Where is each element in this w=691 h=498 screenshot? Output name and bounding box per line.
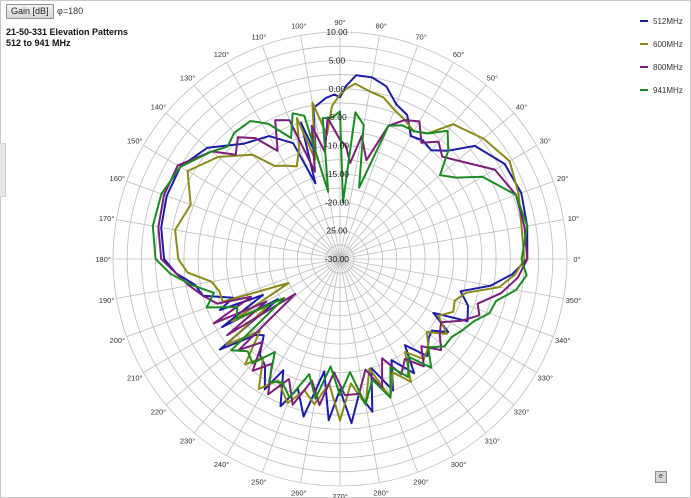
angle-tick-label: 150° — [127, 137, 143, 146]
angle-tick-label: 350° — [566, 296, 582, 305]
legend-item: 800MHz — [638, 62, 690, 85]
angle-tick-label: 320° — [514, 407, 530, 416]
angle-tick-label: 290° — [413, 478, 429, 487]
grid-spoke — [116, 258, 341, 299]
grid-spoke — [339, 258, 419, 473]
angle-tick-label: 60° — [453, 50, 464, 59]
grid-spoke — [339, 258, 454, 456]
grid-spoke — [300, 258, 341, 483]
radial-tick-label: 5.00 — [329, 55, 346, 65]
angle-tick-label: 270° — [332, 492, 348, 498]
grid-spoke — [226, 258, 341, 456]
radial-tick-label: 25.00 — [326, 226, 348, 236]
angle-tick-label: 240° — [214, 460, 230, 469]
angle-tick-label: 330° — [537, 374, 553, 383]
legend-label: 512MHz — [653, 17, 683, 26]
angle-tick-label: 200° — [110, 336, 126, 345]
angle-tick-label: 80° — [375, 22, 386, 31]
angle-tick-label: 140° — [151, 103, 167, 112]
radial-tick-label: -30.00 — [325, 254, 349, 264]
grid-spoke — [143, 145, 341, 260]
legend-swatch — [640, 89, 648, 91]
angle-tick-label: 0° — [573, 255, 580, 264]
legend: 512MHz 600MHz 800MHz 941MHz — [638, 16, 690, 108]
angle-tick-label: 10° — [568, 214, 579, 223]
angle-tick-label: 210° — [127, 374, 143, 383]
legend-item: 941MHz — [638, 85, 690, 108]
angle-tick-label: 30° — [540, 137, 551, 146]
grid-spoke — [339, 112, 515, 260]
radial-tick-label: 0.00 — [329, 84, 346, 94]
angle-tick-label: 170° — [99, 214, 115, 223]
grid-spoke — [300, 35, 341, 260]
angle-tick-label: 100° — [291, 22, 307, 31]
legend-item: 600MHz — [638, 39, 690, 62]
series-trace-600MHz — [174, 82, 526, 422]
chart-title: 21-50-331 Elevation Patterns 512 to 941 … — [6, 27, 128, 49]
grid-spoke — [339, 62, 454, 260]
radial-tick-label: -5.00 — [327, 112, 347, 122]
grid-spoke — [339, 45, 419, 260]
gain-units-button[interactable]: Gain [dB] — [6, 4, 54, 19]
angle-tick-label: 160° — [110, 174, 126, 183]
legend-swatch — [640, 66, 648, 68]
angle-tick-label: 50° — [487, 73, 498, 82]
series-trace-512MHz — [160, 74, 529, 425]
grid-spoke — [193, 84, 341, 260]
grid-spoke — [339, 258, 380, 483]
grid-spoke — [165, 112, 341, 260]
angle-tick-label: 40° — [516, 103, 527, 112]
legend-label: 600MHz — [653, 40, 683, 49]
angle-tick-label: 280° — [373, 488, 389, 497]
series-trace-941MHz — [151, 110, 529, 406]
legend-swatch — [640, 43, 648, 45]
angle-tick-label: 230° — [180, 437, 196, 446]
grid-spoke — [339, 258, 564, 299]
angle-tick-label: 20° — [557, 174, 568, 183]
legend-label: 941MHz — [653, 86, 683, 95]
chart-title-line2: 512 to 941 MHz — [6, 38, 71, 48]
radial-tick-label: -10.00 — [325, 141, 349, 151]
angle-tick-label: 70° — [415, 32, 426, 41]
angle-tick-label: 250° — [251, 478, 267, 487]
angle-tick-label: 130° — [180, 73, 196, 82]
angle-tick-label: 220° — [151, 407, 167, 416]
radial-tick-label: -15.00 — [325, 169, 349, 179]
angle-tick-label: 300° — [451, 460, 467, 469]
legend-item: 512MHz — [638, 16, 690, 39]
grid-spoke — [165, 258, 341, 406]
grid-spoke — [339, 84, 487, 260]
grid-spoke — [261, 258, 341, 473]
legend-swatch — [640, 20, 648, 22]
angle-tick-label: 340° — [555, 336, 571, 345]
grid-spoke — [339, 35, 380, 260]
angle-tick-label: 90° — [334, 18, 345, 27]
angle-tick-label: 190° — [99, 296, 115, 305]
legend-label: 800MHz — [653, 63, 683, 72]
radial-tick-label: -20.00 — [325, 197, 349, 207]
side-panel-handle[interactable] — [0, 143, 6, 197]
grid-spoke — [193, 258, 341, 434]
export-button[interactable]: e — [655, 471, 667, 483]
chart-title-line1: 21-50-331 Elevation Patterns — [6, 27, 129, 37]
grid-spoke — [226, 62, 341, 260]
radial-tick-label: 10.00 — [326, 27, 348, 37]
grid-spoke — [261, 45, 341, 260]
phi-cut-label: φ=180 — [57, 6, 84, 16]
grid-spoke — [339, 258, 487, 434]
angle-tick-label: 110° — [251, 32, 266, 41]
angle-tick-label: 260° — [291, 488, 307, 497]
grid-spoke — [339, 258, 554, 338]
angle-tick-label: 120° — [214, 50, 230, 59]
angle-tick-label: 180° — [95, 255, 111, 264]
angle-tick-label: 310° — [485, 437, 501, 446]
